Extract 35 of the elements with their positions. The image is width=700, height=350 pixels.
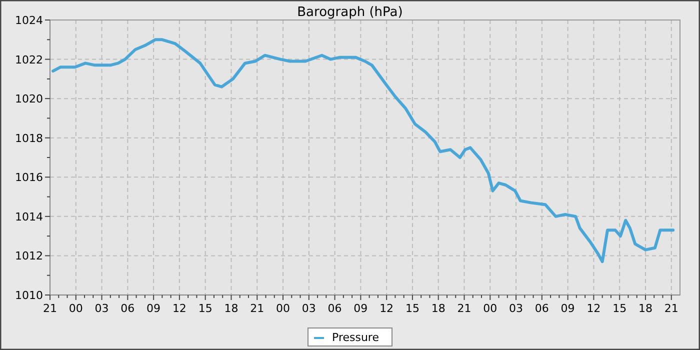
- x-tick-label: 00: [483, 302, 498, 315]
- x-tick-label: 15: [405, 302, 420, 315]
- x-tick-label: 06: [328, 302, 342, 315]
- x-tick-label: 06: [120, 302, 135, 315]
- x-tick-label: 12: [380, 302, 394, 315]
- y-tick-label: 1014: [15, 210, 43, 224]
- x-tick-label: 18: [224, 302, 238, 315]
- x-tick-label: 03: [94, 302, 109, 315]
- x-tick-label: 18: [638, 302, 652, 315]
- x-tick-label: 09: [560, 302, 575, 315]
- chart-title: Barograph (hPa): [297, 5, 403, 20]
- x-tick-label: 15: [612, 302, 627, 315]
- x-tick-label: 21: [457, 302, 472, 315]
- x-tick-label: 12: [172, 302, 186, 315]
- y-tick-label: 1016: [15, 171, 43, 184]
- y-tick-label: 1024: [15, 14, 43, 27]
- x-tick-label: 21: [43, 302, 57, 315]
- x-tick-label: 18: [431, 302, 446, 315]
- x-tick-label: 21: [664, 302, 678, 315]
- x-tick-label: 09: [354, 302, 368, 315]
- x-tick-label: 03: [302, 302, 316, 315]
- x-tick-label: 09: [146, 302, 161, 315]
- y-tick-label: 1018: [15, 132, 43, 145]
- y-tick-label: 1020: [15, 92, 43, 106]
- x-tick-label: 15: [198, 302, 212, 315]
- y-tick-label: 1022: [15, 53, 43, 66]
- x-tick-label: 00: [68, 302, 83, 315]
- y-tick-label: 1010: [15, 289, 43, 302]
- x-tick-label: 12: [586, 302, 601, 315]
- x-tick-label: 03: [509, 302, 524, 315]
- legend-label: Pressure: [332, 331, 380, 344]
- x-tick-label: 21: [250, 302, 264, 315]
- x-tick-label: 06: [534, 302, 549, 315]
- y-tick-label: 1012: [15, 250, 43, 263]
- x-tick-label: 00: [276, 302, 290, 315]
